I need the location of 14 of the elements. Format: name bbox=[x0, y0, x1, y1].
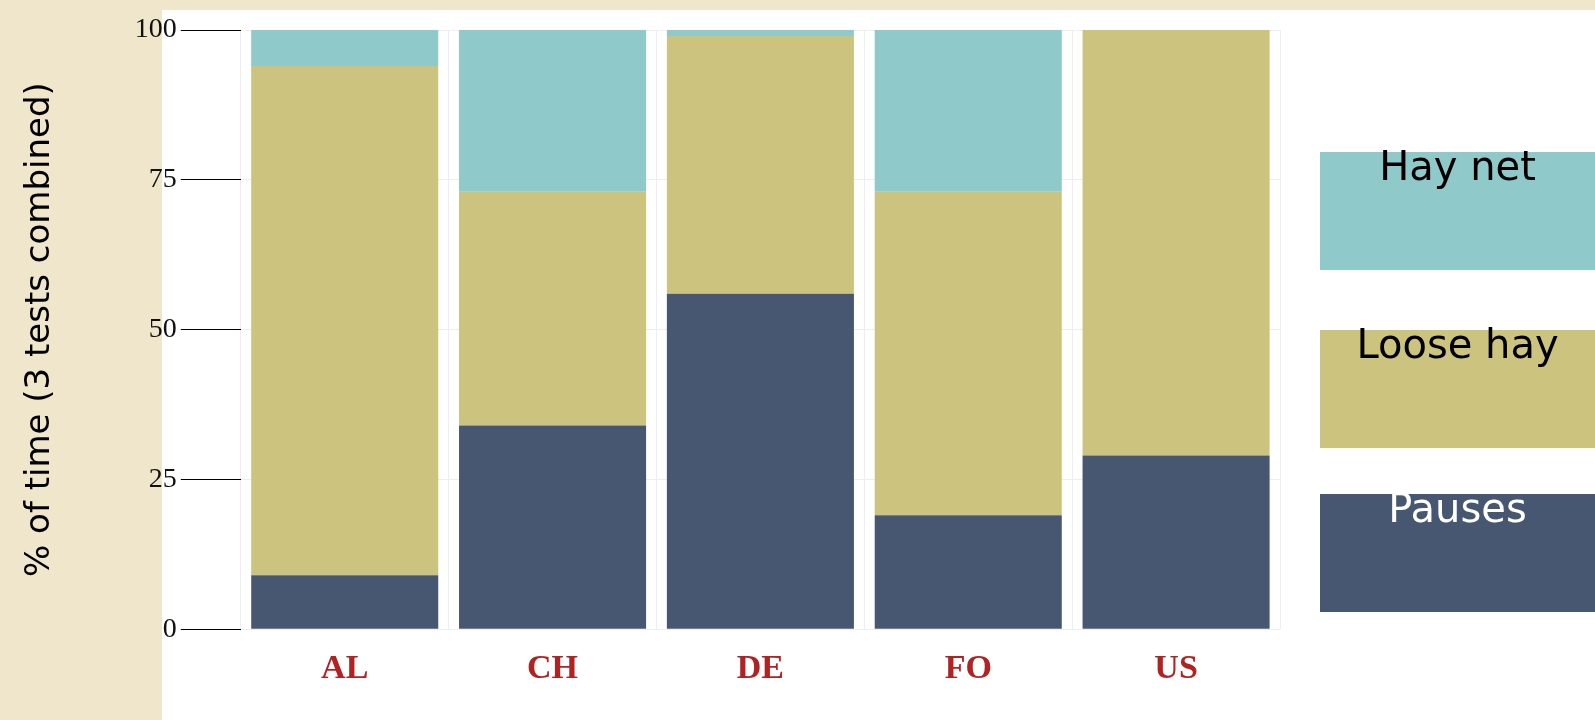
x-tick-label: FO bbox=[944, 648, 992, 686]
x-tick-label: DE bbox=[736, 648, 785, 686]
y-tick-label: 100 bbox=[134, 12, 177, 44]
y-tick-label: 75 bbox=[148, 162, 177, 194]
text: Loose hay bbox=[1356, 321, 1559, 367]
text: Pauses bbox=[1388, 485, 1527, 531]
y-tick-label: 50 bbox=[148, 311, 177, 343]
y-axis-title: % of time (3 tests combined) bbox=[17, 82, 58, 577]
x-tick-label: CH bbox=[527, 648, 579, 686]
text: Hay net bbox=[1379, 143, 1536, 189]
x-tick-label: AL bbox=[321, 648, 369, 686]
y-tick-label: 25 bbox=[148, 461, 177, 493]
y-tick-label: 0 bbox=[162, 611, 177, 643]
x-tick-label: US bbox=[1154, 648, 1198, 686]
